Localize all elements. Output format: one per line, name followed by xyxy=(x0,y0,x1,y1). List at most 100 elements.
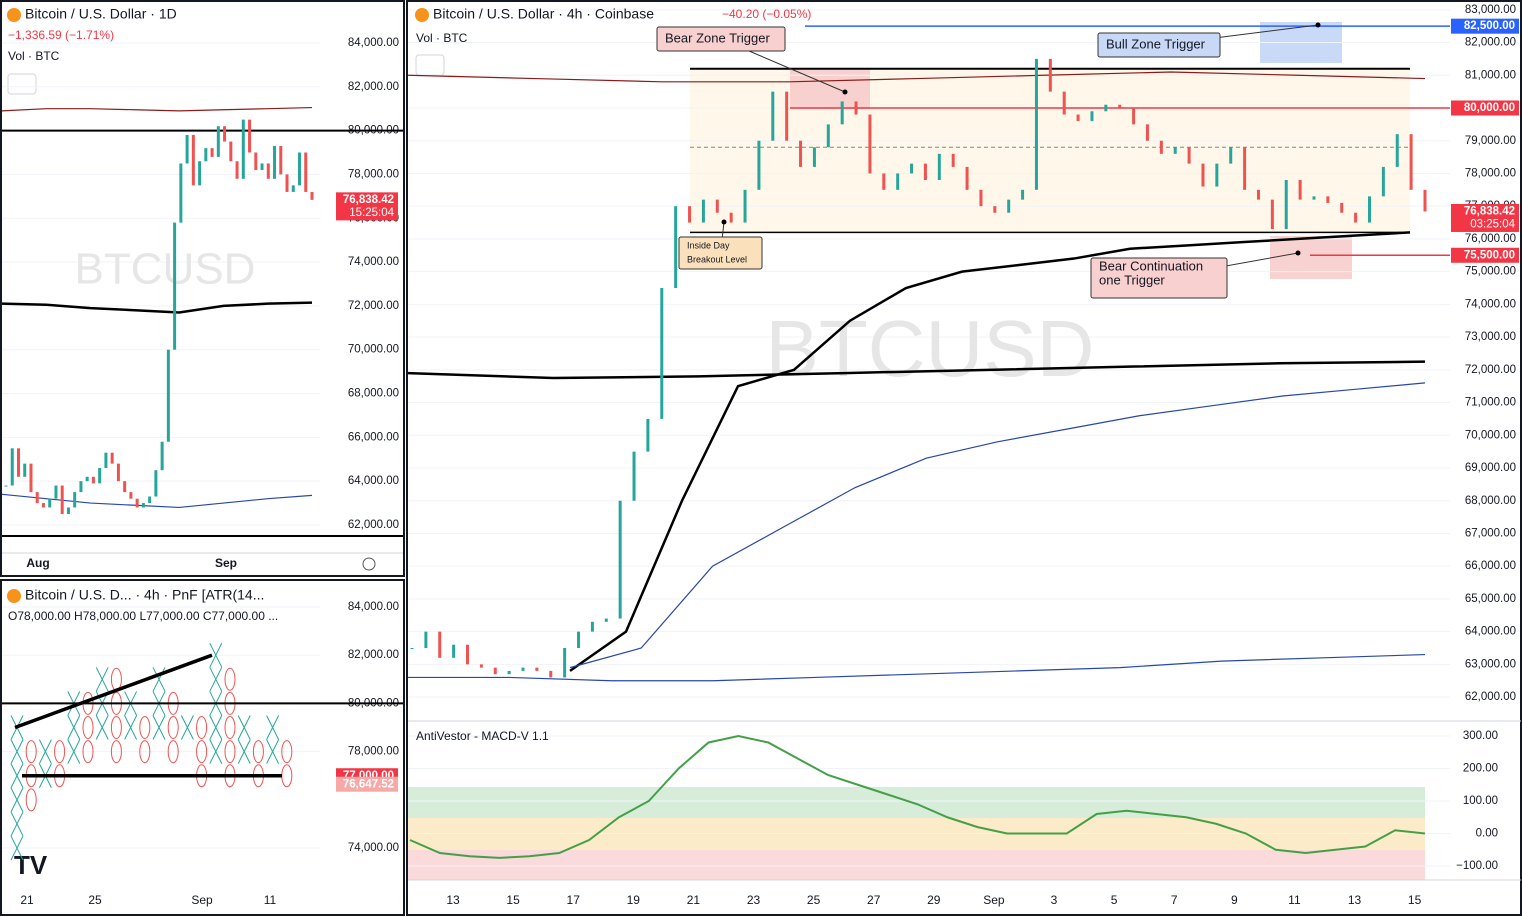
chart-title: Bitcoin / U.S. Dollar · 1D xyxy=(25,6,177,22)
candle xyxy=(1409,134,1413,190)
annotation-text: Breakout Level xyxy=(687,254,747,264)
pnf-column xyxy=(67,691,81,764)
pnf-box xyxy=(196,716,208,740)
candle xyxy=(826,124,830,148)
candle xyxy=(1354,212,1358,223)
pnf-box xyxy=(196,740,208,764)
y-tick-label: 65,000.00 xyxy=(1465,593,1516,605)
candle xyxy=(60,485,64,515)
candle xyxy=(1284,180,1288,230)
candle xyxy=(757,140,761,190)
pnf-box xyxy=(110,716,122,740)
candle xyxy=(229,141,233,162)
pnf-box xyxy=(152,667,166,692)
y-tick-label: 72,000.00 xyxy=(348,300,399,312)
candle xyxy=(715,199,719,213)
candle xyxy=(260,163,264,171)
candle xyxy=(304,152,308,192)
price-label xyxy=(336,776,398,792)
candle xyxy=(1173,147,1177,154)
candle xyxy=(729,212,733,223)
candle xyxy=(674,206,678,288)
pnf-box xyxy=(252,740,264,764)
candle xyxy=(937,153,941,180)
candle xyxy=(660,288,664,419)
candle xyxy=(521,667,525,671)
pnf-column xyxy=(152,667,166,740)
y-tick-label: 0.00 xyxy=(1476,828,1498,840)
candle xyxy=(1104,104,1108,112)
pnf-box xyxy=(224,740,236,764)
annotation-text: Bear Continuation xyxy=(1099,258,1203,273)
coin-icon xyxy=(7,589,21,603)
candle xyxy=(66,507,70,515)
candle xyxy=(110,452,114,464)
x-tick-label: 23 xyxy=(747,893,761,907)
candle xyxy=(479,664,483,668)
pnf-box xyxy=(25,740,37,764)
candle xyxy=(241,119,245,179)
price-label-text: 76,647.52 xyxy=(343,778,394,790)
candle xyxy=(104,452,108,469)
coin-icon xyxy=(415,8,429,22)
y-tick-label: 62,000.00 xyxy=(348,519,399,531)
candle xyxy=(771,91,775,141)
collapse-button[interactable] xyxy=(7,73,37,95)
y-tick-label: 82,000.00 xyxy=(1465,37,1516,49)
indicator-title: AntiVestor - MACD-V 1.1 xyxy=(416,729,549,743)
y-tick-label: 200.00 xyxy=(1463,763,1498,775)
y-tick-label: 70,000.00 xyxy=(1465,429,1516,441)
indicator-line xyxy=(407,71,1426,83)
countdown: 15:25:04 xyxy=(349,207,394,219)
x-tick-label: 21 xyxy=(20,893,34,907)
watermark: BTCUSD xyxy=(75,245,256,294)
candle xyxy=(310,191,314,200)
y-tick-label: 68,000.00 xyxy=(348,388,399,400)
candle xyxy=(148,496,152,504)
indicator-line xyxy=(569,382,1426,669)
pnf-box xyxy=(209,715,223,740)
y-tick-label: 74,000.00 xyxy=(348,842,399,854)
ohlc: O78,000.00 H78,000.00 L77,000.00 C77,000… xyxy=(8,609,278,623)
candle xyxy=(743,189,747,223)
candle xyxy=(54,485,58,499)
logo: TV xyxy=(14,850,48,880)
annotation-anchor xyxy=(842,89,848,95)
candle xyxy=(965,166,969,190)
candle xyxy=(179,163,183,223)
candle xyxy=(173,222,177,350)
x-tick-label: 13 xyxy=(446,893,460,907)
candle xyxy=(204,148,208,162)
x-tick-label: 15 xyxy=(1408,893,1422,907)
candle xyxy=(216,126,220,157)
y-tick-label: 62,000.00 xyxy=(1465,691,1516,703)
annotation-text: Inside Day xyxy=(687,240,730,250)
candle xyxy=(1381,166,1385,197)
candle xyxy=(48,498,52,508)
x-tick-label: 7 xyxy=(1171,893,1178,907)
pnf-box xyxy=(67,715,81,740)
pnf-box xyxy=(38,739,52,764)
pnf-box xyxy=(281,740,293,764)
annotation-box xyxy=(678,236,763,270)
y-tick-label: 100.00 xyxy=(1463,795,1498,807)
pnf-box xyxy=(25,788,37,812)
candle xyxy=(16,448,20,477)
candle xyxy=(910,163,914,174)
indicator-line xyxy=(1,301,313,314)
collapse-button[interactable] xyxy=(415,54,445,76)
pnf-box xyxy=(224,667,236,691)
settings-button[interactable] xyxy=(362,557,376,571)
y-tick-label: 83,000.00 xyxy=(1465,4,1516,16)
pnf-box xyxy=(10,787,24,813)
pnf-column xyxy=(10,715,24,861)
candle xyxy=(535,667,539,671)
candle xyxy=(951,153,955,167)
candle xyxy=(285,174,289,192)
pnf-box xyxy=(95,715,109,740)
pnf-column xyxy=(139,716,151,764)
candle xyxy=(248,119,252,153)
x-tick-label: 11 xyxy=(1288,893,1301,907)
pnf-box xyxy=(152,715,166,740)
indicator-line xyxy=(407,360,1426,380)
